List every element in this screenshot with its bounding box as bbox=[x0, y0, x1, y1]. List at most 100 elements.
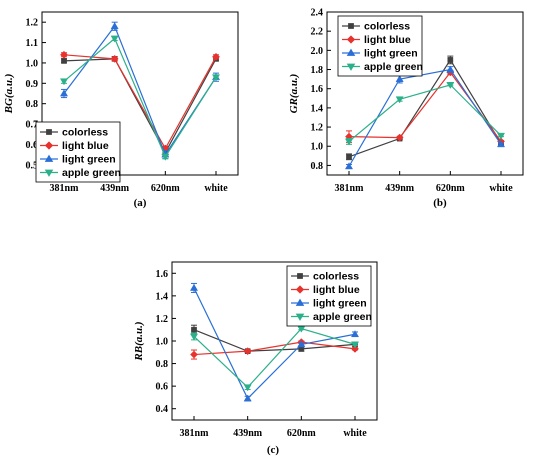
data-point-light-green-white bbox=[350, 330, 360, 338]
series-line-light-blue bbox=[63, 54, 217, 150]
data-point-light-green-439nm bbox=[395, 75, 404, 82]
data-point-apple-green-620nm bbox=[446, 82, 455, 89]
series-light-blue bbox=[345, 68, 505, 146]
legend-label-apple-green: apple green bbox=[364, 61, 423, 73]
x-tick-label-620nm: 620nm bbox=[151, 183, 181, 194]
legend-label-colorless: colorless bbox=[313, 271, 359, 283]
y-tick-label: 1.0 bbox=[311, 142, 324, 153]
x-tick-label-white: white bbox=[343, 428, 367, 439]
x-tick-label-620nm: 620nm bbox=[287, 428, 317, 439]
y-tick-label: 0.8 bbox=[156, 359, 169, 370]
legend-marker-apple-green bbox=[346, 63, 356, 71]
data-point-light-blue-white bbox=[212, 52, 220, 61]
data-point-light-green-white bbox=[496, 140, 506, 148]
y-tick-label: 0.6 bbox=[26, 140, 39, 151]
legend-label-apple-green: apple green bbox=[62, 167, 121, 179]
data-point-colorless-620nm bbox=[447, 57, 454, 63]
y-tick-label: 1.6 bbox=[311, 84, 324, 95]
series-apple-green bbox=[344, 82, 506, 146]
data-point-light-blue-381nm bbox=[60, 50, 68, 59]
data-point-apple-green-381nm bbox=[189, 333, 199, 341]
legend-marker-apple-green bbox=[44, 169, 54, 177]
data-point-light-green-381nm bbox=[344, 162, 354, 170]
legend-label-apple-green: apple green bbox=[313, 311, 372, 323]
series-line-light-green bbox=[193, 287, 356, 400]
y-tick-label: 2.0 bbox=[311, 46, 324, 57]
y-tick-label: 1.4 bbox=[311, 103, 324, 114]
x-tick-label-439nm: 439nm bbox=[385, 183, 415, 194]
series-colorless bbox=[191, 324, 358, 355]
y-tick-label: 1.1 bbox=[26, 38, 39, 49]
panel-caption: (a) bbox=[134, 197, 147, 209]
data-point-light-green-381nm bbox=[59, 89, 69, 97]
y-tick-label: 0.5 bbox=[26, 160, 39, 171]
y-tick-label: 0.7 bbox=[26, 120, 39, 131]
series-light-green bbox=[189, 282, 360, 402]
data-point-light-green-439nm bbox=[243, 394, 252, 402]
legend-marker-light-blue bbox=[295, 285, 305, 294]
legend-label-light-blue: light blue bbox=[62, 140, 109, 152]
legend-marker-colorless bbox=[46, 129, 52, 135]
legend-label-light-green: light green bbox=[313, 298, 367, 310]
x-tick-label-white: white bbox=[204, 183, 228, 194]
panel-caption: (b) bbox=[433, 197, 447, 209]
y-tick-label: 2.2 bbox=[311, 27, 324, 38]
legend-marker-light-green bbox=[295, 298, 305, 306]
data-point-light-green-439nm bbox=[110, 22, 119, 30]
data-point-apple-green-439nm bbox=[243, 384, 252, 392]
series-line-apple-green bbox=[193, 327, 356, 389]
legend-marker-light-green bbox=[346, 48, 356, 56]
data-point-light-green-620nm bbox=[297, 340, 306, 348]
data-point-colorless-381nm bbox=[61, 58, 67, 64]
plot-frame bbox=[41, 11, 239, 176]
y-tick-label: 0.8 bbox=[311, 161, 324, 172]
panel-caption: (c) bbox=[267, 444, 280, 456]
y-tick-label: 2.4 bbox=[311, 8, 324, 19]
legend-label-light-blue: light blue bbox=[364, 34, 411, 46]
x-tick-label-381nm: 381nm bbox=[180, 428, 210, 439]
series-line-apple-green bbox=[63, 37, 217, 158]
y-tick-label: 0.9 bbox=[26, 79, 39, 90]
data-point-apple-green-439nm bbox=[395, 96, 404, 104]
x-tick-label-381nm: 381nm bbox=[335, 183, 365, 194]
data-point-light-blue-439nm bbox=[110, 54, 119, 63]
x-tick-label-381nm: 381nm bbox=[50, 183, 80, 194]
series-line-colorless bbox=[348, 58, 502, 158]
data-point-colorless-381nm bbox=[191, 326, 197, 333]
data-point-apple-green-white bbox=[496, 132, 506, 140]
series-line-light-green bbox=[348, 68, 502, 167]
y-axis-label: GR(a.u.) bbox=[288, 74, 300, 114]
y-tick-label: 1.0 bbox=[156, 337, 169, 348]
series-apple-green bbox=[189, 325, 360, 392]
data-point-apple-green-white bbox=[211, 74, 221, 82]
series-line-colorless bbox=[193, 329, 356, 352]
y-axis-label: RB(a.u.) bbox=[133, 321, 145, 361]
legend-label-colorless: colorless bbox=[62, 127, 108, 139]
y-tick-label: 1.8 bbox=[311, 65, 324, 76]
legend-marker-light-green bbox=[44, 154, 54, 162]
y-tick-label: 1.2 bbox=[311, 123, 324, 134]
x-tick-label-white: white bbox=[489, 183, 513, 194]
y-tick-label: 1.6 bbox=[156, 269, 169, 280]
legend-label-light-green: light green bbox=[364, 48, 418, 60]
data-point-apple-green-620nm bbox=[161, 153, 170, 161]
legend-marker-light-blue bbox=[44, 141, 54, 150]
legend-marker-light-blue bbox=[346, 35, 356, 44]
series-apple-green bbox=[59, 35, 221, 161]
x-tick-label-439nm: 439nm bbox=[233, 428, 263, 439]
data-point-apple-green-381nm bbox=[344, 138, 354, 146]
y-tick-label: 1.2 bbox=[26, 18, 39, 29]
series-line-light-blue bbox=[193, 341, 356, 356]
series-light-blue bbox=[60, 50, 220, 153]
panel-a: 0.5 0.6 0.7 0.8 0.9 1.0 1.1 1.2 381nm 439nm 620nm w… bbox=[3, 11, 239, 209]
legend-marker-apple-green bbox=[295, 313, 305, 321]
x-tick-label-439nm: 439nm bbox=[100, 183, 130, 194]
data-point-apple-green-439nm bbox=[110, 35, 119, 43]
legend-label-light-blue: light blue bbox=[313, 284, 360, 296]
y-tick-label: 0.6 bbox=[156, 382, 169, 393]
data-point-light-blue-381nm bbox=[190, 350, 198, 359]
data-point-light-blue-439nm bbox=[243, 347, 252, 356]
data-point-colorless-381nm bbox=[346, 153, 352, 160]
data-point-light-green-381nm bbox=[189, 283, 199, 291]
